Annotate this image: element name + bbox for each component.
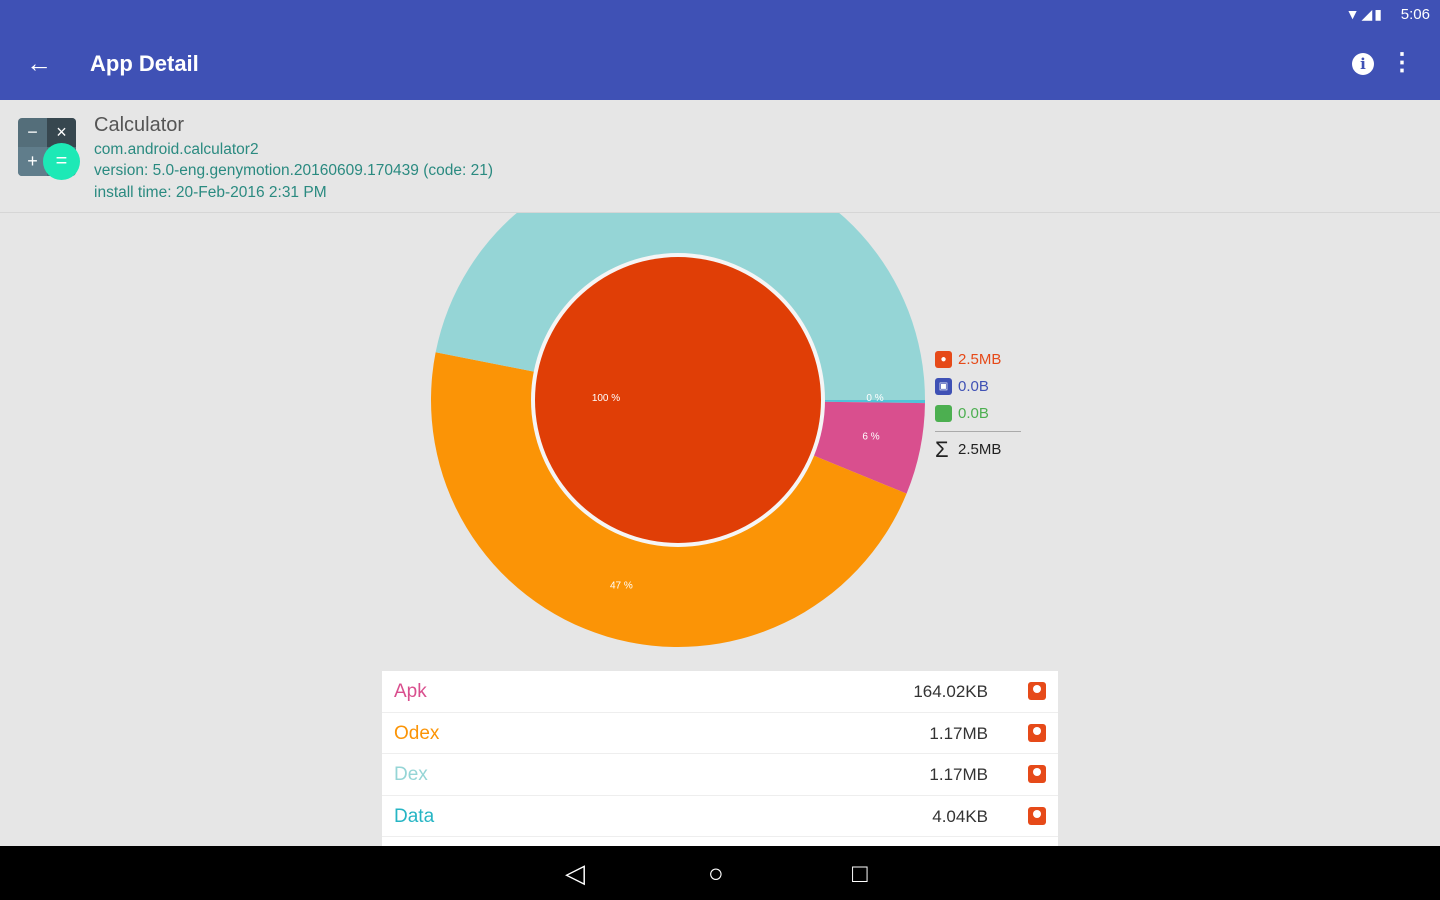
internal-size: 2.5MB xyxy=(958,351,1002,368)
storage-icon[interactable] xyxy=(1028,682,1046,700)
row-value: 164.02KB xyxy=(913,682,988,701)
page-title: App Detail xyxy=(90,51,199,76)
device-icon: ▣ xyxy=(935,378,952,395)
row-value: 1.17MB xyxy=(929,723,988,743)
table-row: Dex 1.17MB xyxy=(382,754,1058,796)
pie-label-inner: 100 % xyxy=(592,393,620,404)
nav-recents-button[interactable]: □ xyxy=(852,858,868,888)
status-icons: ▼◢▮ xyxy=(1345,6,1384,22)
storage-pie-chart: 100 %0 %6 %47 %47 % xyxy=(430,152,925,648)
internal-storage-icon: ● xyxy=(935,351,952,368)
app-name: Calculator xyxy=(94,114,185,136)
clock: 5:06 xyxy=(1400,6,1430,23)
sum-icon: Σ xyxy=(935,436,949,462)
version: version: 5.0-eng.genymotion.20160609.170… xyxy=(94,162,493,179)
storage-legend: ● 2.5MB ▣ 0.0B 0.0B Σ 2.5MB xyxy=(935,346,1021,463)
sd-size: 0.0B xyxy=(958,405,989,422)
table-row: Odex 1.17MB xyxy=(382,713,1058,754)
sd-card-icon xyxy=(935,405,952,422)
storage-icon[interactable] xyxy=(1028,806,1046,825)
pie-label-odex: 47 % xyxy=(610,581,633,592)
package-name: com.android.calculator2 xyxy=(94,141,259,158)
storage-icon[interactable] xyxy=(1028,765,1046,783)
pie-label-apk: 6 % xyxy=(862,431,879,442)
row-label: Odex xyxy=(394,722,440,744)
storage-icon[interactable] xyxy=(1028,723,1046,742)
pie-label-data: 0 % xyxy=(866,393,883,404)
row-label: Apk xyxy=(394,681,427,702)
device-size: 0.0B xyxy=(958,378,989,395)
row-label: Dex xyxy=(394,764,428,785)
size-table: Apk 164.02KB Odex 1.17MB Dex 1.17MB Data 4.0… xyxy=(382,671,1058,846)
table-row: Data 4.04KB xyxy=(382,796,1058,837)
navigation-bar: ◁ ○ □ xyxy=(0,846,1440,900)
status-bar: ▼◢▮ 5:06 xyxy=(0,0,1440,30)
info-icon[interactable]: i xyxy=(1352,53,1374,75)
row-value: 1.17MB xyxy=(929,765,988,784)
nav-back-button[interactable]: ◁ xyxy=(565,858,585,888)
nav-home-button[interactable]: ○ xyxy=(708,858,724,888)
arrow-left-icon[interactable]: ← xyxy=(26,48,52,78)
calculator-app-icon: − × + xyxy=(18,118,76,176)
table-row: Apk 164.02KB xyxy=(382,671,1058,713)
more-vert-icon[interactable]: ⋮ xyxy=(1390,49,1414,76)
app-info-header: − × + = Calculator com.android.calculator… xyxy=(0,100,1440,213)
total-size: 2.5MB xyxy=(958,441,1002,458)
pie-inner-total xyxy=(535,257,821,543)
app-bar: ← App Detail i ⋮ xyxy=(0,30,1440,100)
row-value: 4.04KB xyxy=(932,806,988,826)
row-label: Data xyxy=(394,805,435,827)
install-time: install time: 20-Feb-2016 2:31 PM xyxy=(94,184,327,201)
divider xyxy=(935,431,1021,432)
